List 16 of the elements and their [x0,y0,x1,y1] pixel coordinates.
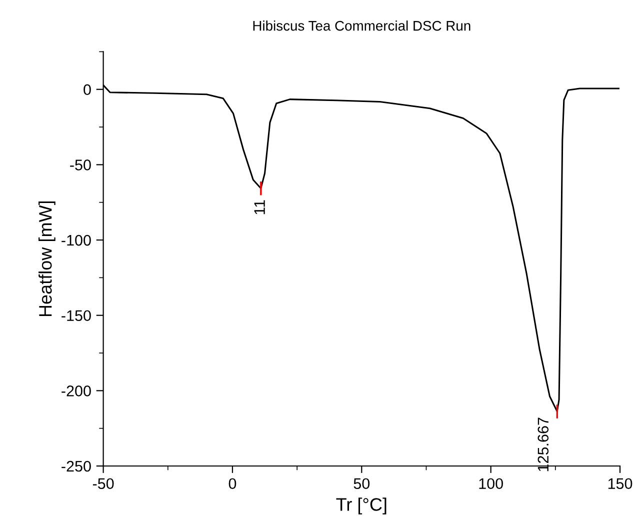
x-tick-label: 50 [354,478,370,490]
annotation: 125.667 [538,418,549,472]
x-tick-label: 100 [479,478,503,490]
y-tick-label: -100 [62,234,91,246]
x-tick-label: 0 [228,478,236,490]
x-tick-label: -50 [92,478,114,490]
y-axis-title: Heatflow [mW] [38,201,56,316]
y-tick-label: -150 [62,310,91,322]
chart-title: Hibiscus Tea Commercial DSC Run [253,20,470,31]
y-tick-label: -50 [70,160,91,170]
x-tick-label: 150 [608,478,632,490]
annotation: 11 [254,200,265,214]
x-axis-title: Tr [°C] [336,498,386,514]
y-tick-label: 0 [84,84,91,96]
y-tick-label: -250 [62,460,91,472]
y-tick-label: -200 [62,386,91,396]
